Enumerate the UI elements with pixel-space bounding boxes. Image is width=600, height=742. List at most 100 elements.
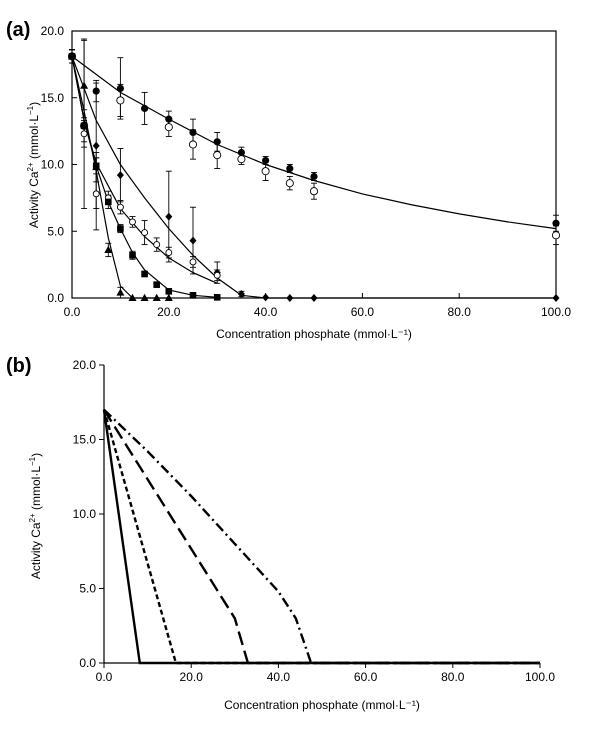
data-point-circle-open [213, 151, 222, 160]
b-xtick-label: 40.0 [267, 670, 291, 684]
plot-frame-a [71, 30, 557, 299]
data-point-circle-filled [310, 172, 318, 181]
b-ytick-label: 0.0 [79, 656, 96, 670]
y-axis-title-b-unit: (mmol·L [29, 466, 43, 514]
chart-panel-a: (a) 0.0 5.0 10.0 15.0 20.0 0.0 20.0 40.0 60.0 80… [6, 19, 571, 341]
data-point-circle-filled [92, 87, 100, 95]
data-point-triangle [104, 245, 113, 253]
data-point-circle-open [237, 155, 246, 164]
data-point-square [141, 270, 148, 278]
data-point-square [189, 292, 197, 299]
data-point-diamond [310, 294, 318, 302]
x-axis-title-b: Concentration phosphate (mmol·L⁻¹) [224, 698, 420, 712]
data-point-square [105, 198, 112, 206]
data-point-circle-open [261, 167, 270, 176]
data-point-square [213, 294, 221, 301]
data-point-triangle [68, 52, 76, 60]
panel-label-b: (b) [6, 355, 32, 377]
y-axis-title-a-main: Activity Ca [27, 171, 41, 228]
data-point-circle-filled [286, 164, 294, 173]
y-axis-title-b-sup1: 2+ [28, 513, 37, 522]
data-point-triangle [80, 81, 89, 89]
data-point-circle-filled [141, 104, 149, 113]
data-point-circle-open [189, 258, 197, 266]
y-axis-title-a-unit: (mmol·L [27, 115, 41, 163]
data-point-circle-filled [262, 156, 270, 165]
b-ytick-label: 5.0 [79, 582, 96, 596]
data-point-diamond [237, 289, 245, 298]
y-axis-a: 0.0 5.0 10.0 15.0 20.0 [41, 24, 77, 305]
b-xtick-label: 60.0 [354, 670, 378, 684]
y-axis-b: 0.0 5.0 10.0 15.0 20.0 [73, 358, 104, 670]
panel-label-a: (a) [6, 19, 30, 41]
data-point-circle-open [188, 140, 198, 149]
data-point-circle-open [116, 96, 125, 105]
y-axis-title-a-sup2: −1 [26, 105, 35, 115]
data-point-circle-open [164, 123, 173, 132]
model-line-short-dash [102, 409, 540, 665]
data-point-square [153, 281, 160, 288]
y-axis-title-b-close: ) [29, 453, 43, 457]
data-point-circle-filled [552, 219, 560, 227]
data-point-triangle [140, 293, 149, 301]
error-bars-a [69, 38, 559, 299]
a-xtick-label: 100.0 [541, 305, 571, 319]
data-point-diamond [286, 294, 294, 302]
a-ytick-label: 0.0 [47, 291, 64, 305]
data-point-circle-filled [165, 115, 173, 123]
data-point-triangle [152, 293, 161, 301]
y-axis-title-a-close: ) [27, 102, 41, 106]
data-point-circle-open [285, 179, 294, 188]
data-point-circle-open [551, 231, 561, 240]
data-point-diamond [552, 294, 560, 302]
b-xtick-label: 20.0 [180, 670, 204, 684]
x-axis-title-a: Concentration phosphate (mmol·L⁻¹) [216, 327, 412, 341]
data-point-circle-open [213, 271, 221, 279]
model-line-dash-dot [103, 408, 540, 665]
y-axis-title-b-sup2: −1 [28, 456, 37, 466]
b-xtick-label: 100.0 [525, 670, 555, 684]
x-axis-b: 0.0 20.0 40.0 60.0 80.0 100.0 [96, 663, 555, 684]
data-point-circle-open [153, 241, 161, 249]
data-point-square [80, 122, 88, 130]
data-point-diamond [165, 212, 173, 221]
data-point-triangle [164, 293, 173, 301]
model-lines-b [102, 408, 540, 665]
data-point-circle-open [92, 190, 100, 198]
data-point-circle-filled [213, 138, 221, 146]
data-point-circle-open [116, 203, 124, 211]
a-ytick-label: 15.0 [41, 91, 65, 105]
data-point-circle-open [129, 218, 136, 226]
data-point-circle-open [165, 249, 173, 257]
data-point-diamond [116, 171, 124, 180]
data-point-diamond [92, 141, 100, 150]
data-point-triangle [92, 162, 101, 171]
b-xtick-label: 0.0 [96, 670, 113, 684]
y-axis-title-b: Activity Ca2+ (mmol·L−1) [28, 453, 43, 579]
a-ytick-label: 20.0 [41, 24, 65, 38]
b-xtick-label: 80.0 [441, 670, 465, 684]
data-points-a [67, 52, 561, 302]
b-ytick-label: 15.0 [73, 433, 97, 447]
a-xtick-label: 80.0 [448, 305, 472, 319]
x-axis-a: 0.0 20.0 40.0 60.0 80.0 100.0 [64, 293, 571, 319]
data-point-diamond [189, 236, 197, 245]
y-axis-title-b-main: Activity Ca [29, 522, 43, 579]
data-point-diamond [262, 293, 270, 302]
data-point-square [117, 225, 124, 232]
b-ytick-label: 10.0 [73, 507, 97, 521]
chart-panel-b: (b) 0.0 5.0 10.0 15.0 20.0 0.0 20.0 40.0 60.0 80… [6, 355, 555, 712]
data-point-circle-open [309, 187, 319, 196]
data-point-triangle [116, 288, 125, 296]
a-xtick-label: 0.0 [64, 305, 81, 319]
fit-line-series-0 [71, 55, 557, 230]
y-axis-title-a: Activity Ca2+ (mmol·L−1) [26, 102, 41, 228]
data-point-circle-filled [116, 84, 124, 93]
b-ytick-label: 20.0 [73, 358, 97, 372]
a-xtick-label: 40.0 [254, 305, 278, 319]
data-point-square [129, 251, 136, 259]
data-point-circle-filled [189, 128, 197, 137]
data-point-circle-open [80, 130, 88, 138]
model-line-long-dash [102, 409, 540, 665]
